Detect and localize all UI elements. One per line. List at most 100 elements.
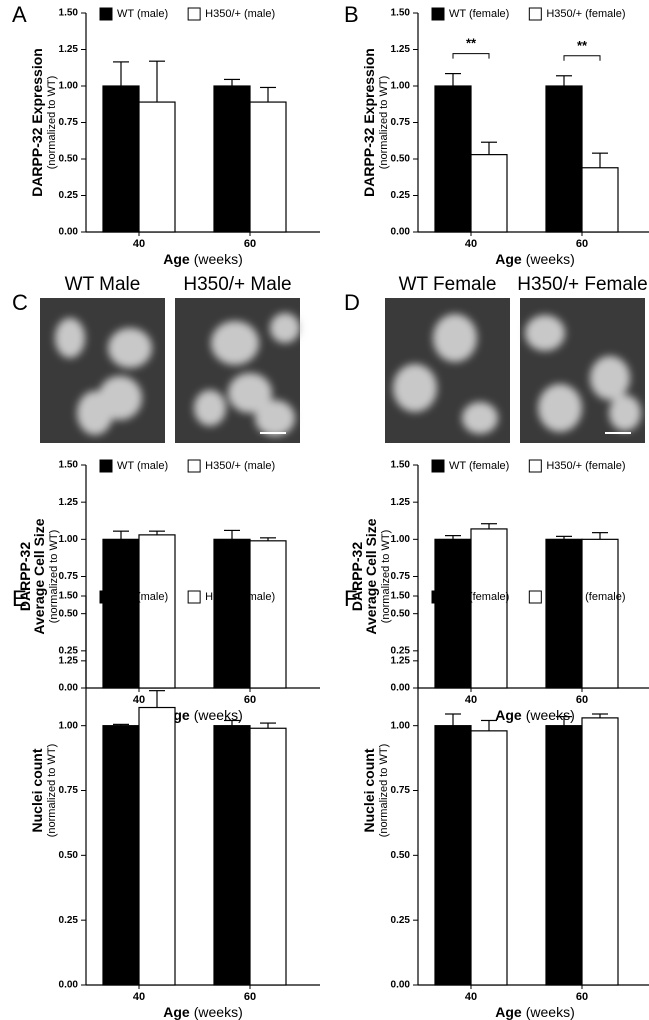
legend-label: WT (female) <box>449 460 509 472</box>
legend-label: H350/+ (male) <box>205 8 275 20</box>
y-axis-label: DARPP-32 Expression <box>361 48 377 197</box>
bar <box>434 725 472 986</box>
y-tick-label: 1.00 <box>59 81 79 92</box>
y-axis-label: DARPP-32 <box>17 542 33 611</box>
micrograph-caption: WT Female <box>399 274 497 295</box>
x-tick-label: 60 <box>244 991 256 1003</box>
y-tick-label: 0.25 <box>59 915 79 926</box>
y-tick-label: 0.50 <box>59 608 79 619</box>
cell <box>538 384 582 432</box>
y-tick-label: 1.50 <box>59 591 79 602</box>
cell <box>525 315 565 351</box>
legend-swatch <box>187 7 201 21</box>
bar <box>545 85 583 233</box>
y-axis-sublabel: (normalized to WT) <box>378 76 390 170</box>
legend-label: H350/+ (male) <box>205 460 275 472</box>
cell <box>98 376 142 420</box>
x-axis-label: Age (weeks) <box>495 1004 574 1020</box>
bar <box>545 538 583 689</box>
y-tick-label: 1.25 <box>59 655 79 666</box>
y-tick-label: 0.75 <box>391 571 411 582</box>
x-tick-label: 60 <box>244 694 256 706</box>
x-tick-label: 40 <box>465 238 477 250</box>
legend-swatch <box>528 459 542 473</box>
y-tick-label: 0.25 <box>59 645 79 656</box>
legend-swatch <box>528 590 542 604</box>
x-tick-label: 40 <box>465 991 477 1003</box>
y-tick-label: 0.25 <box>391 915 411 926</box>
y-axis-sublabel: (normalized to WT) <box>380 530 392 624</box>
cell <box>609 395 641 431</box>
bar <box>470 528 508 689</box>
bar <box>581 717 619 986</box>
cell <box>462 402 498 434</box>
x-axis-label: Age (weeks) <box>495 251 574 267</box>
legend-swatch <box>187 590 201 604</box>
y-tick-label: 1.25 <box>391 44 411 55</box>
panel-label: E <box>12 586 27 611</box>
y-tick-label: 0.50 <box>391 154 411 165</box>
x-tick-label: 40 <box>133 238 145 250</box>
cell <box>590 356 630 400</box>
x-tick-label: 60 <box>576 238 588 250</box>
cell <box>194 390 226 426</box>
legend-swatch <box>99 459 113 473</box>
x-tick-label: 60 <box>576 991 588 1003</box>
bar <box>102 538 140 689</box>
y-tick-label: 1.50 <box>391 8 411 19</box>
bar <box>102 85 140 233</box>
cells <box>194 313 300 436</box>
bar <box>249 727 287 986</box>
x-label-unit: (weeks) <box>526 251 575 267</box>
x-label-main: Age <box>163 1004 190 1020</box>
bar <box>581 538 619 689</box>
y-axis-sublabel: (normalized to WT) <box>378 744 390 838</box>
bar <box>249 101 287 233</box>
x-label-main: Age <box>495 251 522 267</box>
x-axis-label: Age (weeks) <box>495 707 574 723</box>
y-tick-label: 1.25 <box>59 497 79 508</box>
y-tick-label: 0.25 <box>391 190 411 201</box>
y-tick-label: 0.75 <box>59 571 79 582</box>
cell <box>108 328 152 368</box>
x-tick-label: 60 <box>576 694 588 706</box>
y-axis-label: Average Cell Size <box>363 518 379 634</box>
significance-label: ** <box>577 38 588 53</box>
legend-label: WT (female) <box>449 8 509 20</box>
y-tick-label: 1.50 <box>59 8 79 19</box>
legend-swatch <box>99 7 113 21</box>
y-tick-label: 1.25 <box>391 497 411 508</box>
y-tick-label: 0.00 <box>59 683 79 694</box>
legend-label: H350/+ (female) <box>546 591 625 603</box>
cell <box>433 314 477 362</box>
legend-label: WT (male) <box>117 8 168 20</box>
x-tick-label: 40 <box>133 991 145 1003</box>
y-tick-label: 0.75 <box>59 785 79 796</box>
bar <box>434 85 472 233</box>
y-tick-label: 0.50 <box>59 154 79 165</box>
micrograph-caption: H350/+ Female <box>517 274 647 295</box>
bar <box>470 730 508 986</box>
significance-bracket <box>452 53 490 59</box>
x-label-main: Age <box>495 707 522 723</box>
cell <box>270 313 300 343</box>
y-tick-label: 0.75 <box>391 785 411 796</box>
x-tick-label: 60 <box>244 238 256 250</box>
legend-swatch <box>431 459 445 473</box>
y-tick-label: 1.00 <box>391 534 411 545</box>
y-tick-label: 1.00 <box>59 720 79 731</box>
y-axis-label: DARPP-32 <box>349 542 365 611</box>
legend-swatch <box>528 7 542 21</box>
cell <box>228 373 272 413</box>
y-axis-label: Nuclei count <box>361 748 377 832</box>
x-tick-label: 40 <box>465 694 477 706</box>
micrographs <box>40 298 645 443</box>
x-label-main: Age <box>495 1004 522 1020</box>
panel-label: D <box>344 290 360 315</box>
bar <box>581 167 619 233</box>
bar <box>213 725 251 986</box>
x-label-unit: (weeks) <box>194 707 243 723</box>
y-tick-label: 0.00 <box>391 980 411 991</box>
bar <box>249 540 287 689</box>
